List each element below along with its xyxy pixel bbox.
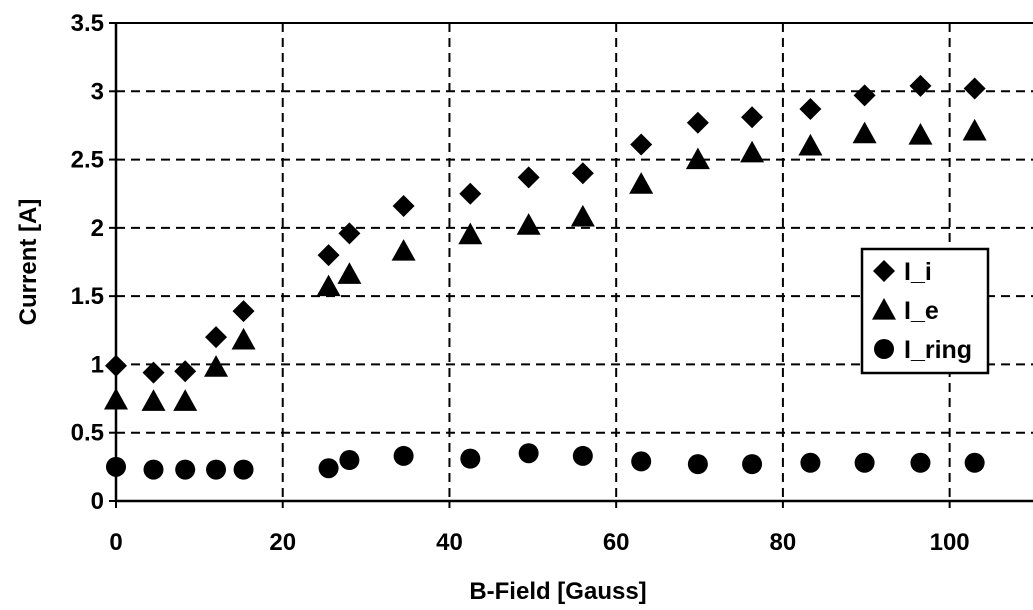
- data-point: [106, 456, 126, 477]
- legend-marker: [872, 298, 896, 320]
- x-tick-label: 0: [109, 529, 122, 556]
- axes: [109, 22, 1033, 508]
- data-point: [338, 222, 361, 245]
- y-tick-label: 1: [91, 351, 104, 378]
- data-point: [908, 122, 933, 145]
- x-tick-label: 100: [930, 529, 970, 556]
- data-point: [339, 450, 360, 471]
- data-point: [142, 361, 165, 384]
- data-point: [316, 274, 341, 297]
- data-point: [393, 445, 414, 466]
- data-point: [909, 74, 932, 97]
- y-tick-label: 1.5: [71, 283, 104, 310]
- legend-marker: [874, 339, 894, 359]
- data-point: [233, 459, 254, 480]
- data-point: [852, 121, 877, 144]
- data-point: [318, 458, 339, 479]
- data-point: [687, 454, 708, 475]
- data-point: [629, 172, 654, 194]
- y-axis-title: Current [A]: [15, 199, 42, 326]
- tick-labels: 0 0.5 1 1.5 2 2.5 3 3.5 0 20 40 60 80 100: [71, 10, 970, 556]
- data-point: [963, 77, 986, 100]
- legend: I_i I_e I_ring: [860, 247, 990, 375]
- series-i-ring: [106, 443, 985, 480]
- y-tick-label: 0.5: [71, 420, 104, 447]
- data-point: [962, 118, 987, 141]
- data-point: [460, 448, 481, 469]
- data-point: [458, 222, 483, 245]
- data-point: [570, 204, 595, 227]
- x-tick-label: 80: [770, 529, 797, 556]
- data-point: [232, 300, 255, 323]
- data-point: [206, 459, 227, 480]
- x-tick-label: 20: [269, 529, 296, 556]
- data-points: [104, 74, 987, 480]
- data-point: [572, 445, 593, 466]
- y-tick-label: 2: [91, 215, 104, 242]
- data-point: [853, 84, 876, 107]
- data-point: [104, 387, 128, 410]
- data-point: [231, 327, 256, 350]
- data-point: [741, 106, 764, 129]
- data-point: [631, 451, 652, 472]
- series-i-i: [105, 74, 986, 384]
- data-point: [517, 166, 540, 189]
- data-point: [317, 244, 340, 267]
- series-i-e: [104, 118, 987, 411]
- y-tick-label: 2.5: [71, 147, 104, 174]
- x-axis-title: B-Field [Gauss]: [469, 578, 646, 605]
- data-point: [173, 389, 198, 411]
- y-tick-label: 3: [91, 78, 104, 105]
- data-point: [798, 133, 823, 156]
- data-point: [571, 162, 594, 185]
- data-point: [175, 459, 196, 480]
- data-point: [799, 98, 822, 121]
- data-point: [391, 239, 416, 261]
- data-point: [174, 360, 197, 383]
- x-tick-label: 60: [603, 529, 630, 556]
- data-point: [337, 262, 362, 284]
- legend-marker: [873, 260, 895, 282]
- legend-label: I_ring: [904, 336, 972, 364]
- data-point: [910, 452, 931, 473]
- data-point: [964, 452, 985, 473]
- data-point: [742, 454, 763, 475]
- data-point: [143, 459, 164, 480]
- data-point: [518, 443, 539, 464]
- data-point: [686, 111, 709, 134]
- data-point: [800, 452, 821, 473]
- y-tick-label: 0: [91, 488, 104, 515]
- data-point: [105, 354, 127, 377]
- data-point: [141, 389, 166, 411]
- x-tick-label: 40: [436, 529, 463, 556]
- data-point: [392, 195, 415, 218]
- y-tick-label: 3.5: [71, 10, 104, 37]
- data-point: [685, 147, 710, 170]
- data-point: [204, 355, 229, 377]
- data-point: [516, 213, 541, 235]
- data-point: [740, 140, 765, 163]
- data-point: [205, 326, 228, 349]
- data-point: [630, 133, 653, 156]
- data-point: [854, 452, 875, 473]
- data-point: [459, 182, 482, 205]
- legend-label: I_i: [904, 258, 932, 286]
- legend-label: I_e: [904, 297, 939, 325]
